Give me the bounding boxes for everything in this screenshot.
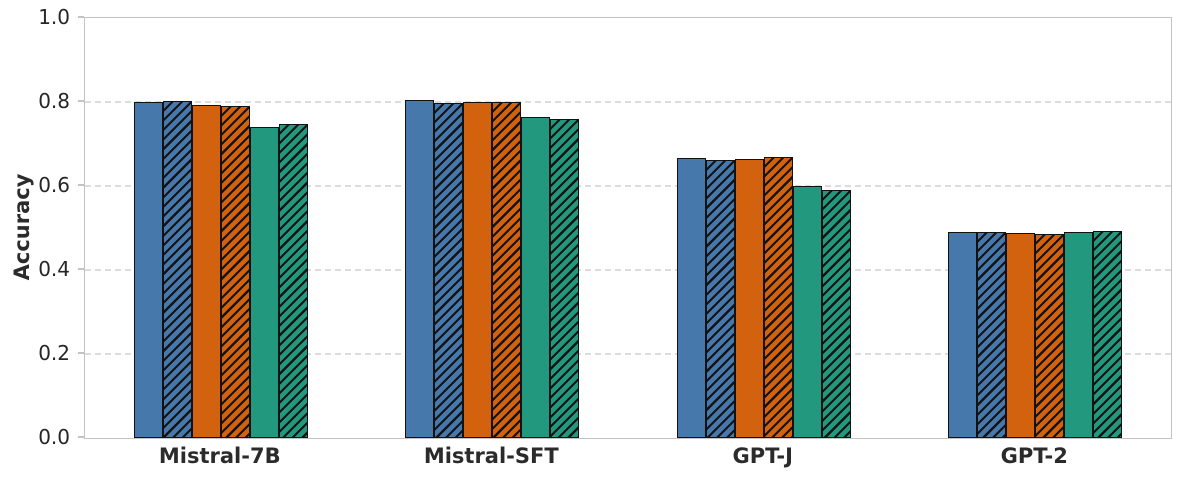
y-tick-mark-0.0 <box>78 436 84 438</box>
bar-mistral-7b-green-hatched <box>278 124 308 438</box>
bar-mistral-sft-green-solid <box>521 117 551 438</box>
bar-gpt-j-blue-hatched <box>705 160 735 438</box>
bar-mistral-sft-orange-hatched <box>492 102 522 438</box>
x-tick-label-gpt-j: GPT-J <box>732 444 793 468</box>
plot-area <box>84 17 1172 439</box>
x-tick-label-mistral-sft: Mistral-SFT <box>423 444 559 468</box>
bar-gpt-j-green-solid <box>792 186 822 438</box>
y-tick-mark-1.0 <box>78 16 84 18</box>
bar-gpt-2-orange-solid <box>1006 232 1036 438</box>
bar-mistral-sft-blue-hatched <box>434 102 464 438</box>
y-tick-label-1.0: 1.0 <box>38 5 70 29</box>
y-tick-mark-0.2 <box>78 352 84 354</box>
bar-mistral-7b-blue-solid <box>133 102 163 438</box>
bar-gpt-2-blue-solid <box>948 232 978 438</box>
bar-mistral-7b-green-solid <box>249 126 279 438</box>
x-tick-label-mistral-7b: Mistral-7B <box>158 444 281 468</box>
y-tick-label-0.4: 0.4 <box>38 257 70 281</box>
y-tick-mark-0.8 <box>78 100 84 102</box>
x-tick-label-gpt-2: GPT-2 <box>1000 444 1068 468</box>
bar-mistral-sft-green-hatched <box>550 118 580 438</box>
gridline-y-0.8 <box>85 101 1171 103</box>
bar-mistral-sft-orange-solid <box>463 101 493 438</box>
bar-gpt-j-blue-solid <box>676 157 706 438</box>
bar-mistral-7b-blue-hatched <box>162 100 192 438</box>
bar-mistral-sft-blue-solid <box>405 99 435 438</box>
gridline-y-0.6 <box>85 185 1171 187</box>
y-tick-label-0.6: 0.6 <box>38 173 70 197</box>
y-tick-mark-0.6 <box>78 184 84 186</box>
y-tick-label-0.2: 0.2 <box>38 341 70 365</box>
bar-gpt-j-orange-solid <box>734 159 764 438</box>
bar-gpt-2-green-solid <box>1064 232 1094 438</box>
y-tick-label-0.8: 0.8 <box>38 89 70 113</box>
bar-gpt-2-green-hatched <box>1093 230 1123 438</box>
bar-gpt-2-orange-hatched <box>1035 233 1065 438</box>
bar-gpt-j-green-hatched <box>821 189 851 438</box>
y-tick-mark-0.4 <box>78 268 84 270</box>
gridline-y-0.2 <box>85 353 1171 355</box>
bar-gpt-2-blue-hatched <box>977 232 1007 438</box>
y-tick-label-0.0: 0.0 <box>38 425 70 449</box>
gridline-y-0.4 <box>85 269 1171 271</box>
bar-mistral-7b-orange-solid <box>191 104 221 438</box>
bar-mistral-7b-orange-hatched <box>220 106 250 438</box>
bar-gpt-j-orange-hatched <box>763 156 793 438</box>
